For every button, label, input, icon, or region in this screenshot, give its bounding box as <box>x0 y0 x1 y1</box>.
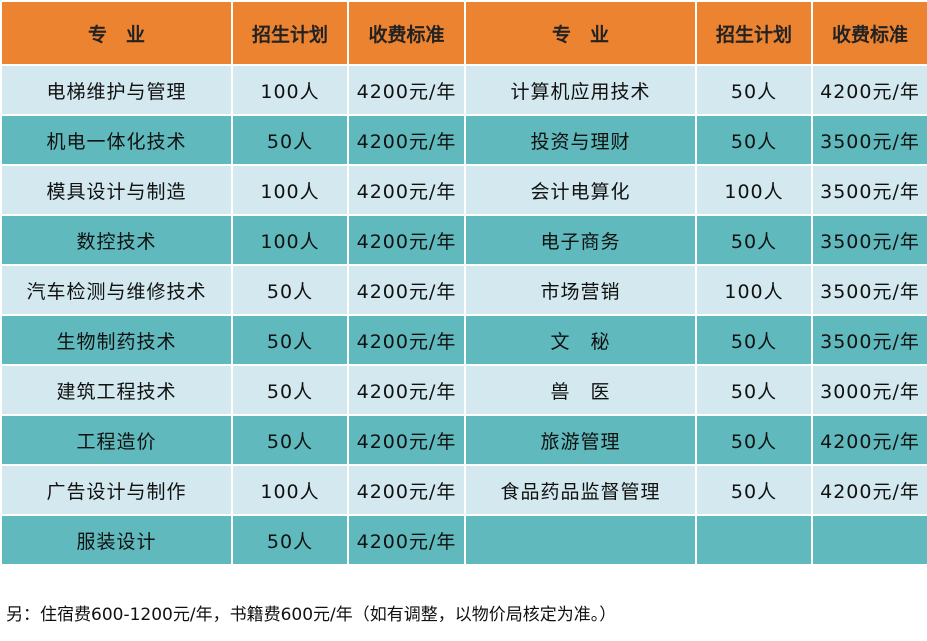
footnote: 另：住宿费600-1200元/年，书籍费600元/年（如有调整，以物价局核定为准… <box>6 605 617 625</box>
table-row: 广告设计与制作 100人 4200元/年 食品药品监督管理 50人 4200元/… <box>0 464 927 516</box>
plan-cell: 100人 <box>231 464 349 516</box>
header-fee-right: 收费标准 <box>811 0 927 66</box>
plan-cell <box>695 514 813 566</box>
plan-cell: 100人 <box>231 164 349 216</box>
major-cell: 建筑工程技术 <box>0 364 233 416</box>
table-row: 数控技术 100人 4200元/年 电子商务 50人 3500元/年 <box>0 214 927 266</box>
major-cell: 工程造价 <box>0 414 233 466</box>
fee-cell: 4200元/年 <box>347 314 466 366</box>
fee-cell: 3500元/年 <box>811 214 927 266</box>
fee-cell: 4200元/年 <box>347 64 466 116</box>
fee-cell: 4200元/年 <box>347 264 466 316</box>
plan-cell: 100人 <box>231 64 349 116</box>
table-header-row: 专 业 招生计划 收费标准 专 业 招生计划 收费标准 <box>0 0 927 66</box>
fee-cell: 3500元/年 <box>811 314 927 366</box>
plan-cell: 50人 <box>695 414 813 466</box>
plan-cell: 100人 <box>695 264 813 316</box>
major-cell <box>464 514 697 566</box>
header-fee-left: 收费标准 <box>347 0 466 66</box>
fee-cell: 4200元/年 <box>347 164 466 216</box>
major-cell: 汽车检测与维修技术 <box>0 264 233 316</box>
fee-cell <box>811 514 927 566</box>
plan-cell: 100人 <box>695 164 813 216</box>
fee-cell: 4200元/年 <box>347 364 466 416</box>
major-cell: 会计电算化 <box>464 164 697 216</box>
fee-cell: 3500元/年 <box>811 264 927 316</box>
plan-cell: 50人 <box>695 364 813 416</box>
fee-cell: 4200元/年 <box>347 414 466 466</box>
fee-cell: 4200元/年 <box>811 464 927 516</box>
plan-cell: 50人 <box>695 64 813 116</box>
plan-cell: 50人 <box>231 414 349 466</box>
fee-cell: 4200元/年 <box>811 64 927 116</box>
header-plan-right: 招生计划 <box>695 0 813 66</box>
fee-cell: 4200元/年 <box>347 214 466 266</box>
plan-cell: 50人 <box>695 314 813 366</box>
plan-cell: 50人 <box>231 364 349 416</box>
plan-cell: 50人 <box>231 264 349 316</box>
table-row: 工程造价 50人 4200元/年 旅游管理 50人 4200元/年 <box>0 414 927 466</box>
fee-cell: 4200元/年 <box>347 464 466 516</box>
plan-cell: 50人 <box>231 114 349 166</box>
major-cell: 投资与理财 <box>464 114 697 166</box>
header-major-left: 专 业 <box>0 0 233 66</box>
major-cell: 市场营销 <box>464 264 697 316</box>
major-cell: 旅游管理 <box>464 414 697 466</box>
table-row: 生物制药技术 50人 4200元/年 文 秘 50人 3500元/年 <box>0 314 927 366</box>
fee-cell: 4200元/年 <box>347 514 466 566</box>
major-cell: 食品药品监督管理 <box>464 464 697 516</box>
fee-cell: 3500元/年 <box>811 114 927 166</box>
plan-cell: 50人 <box>695 214 813 266</box>
major-cell: 广告设计与制作 <box>0 464 233 516</box>
table-row: 机电一体化技术 50人 4200元/年 投资与理财 50人 3500元/年 <box>0 114 927 166</box>
table-row: 电梯维护与管理 100人 4200元/年 计算机应用技术 50人 4200元/年 <box>0 64 927 116</box>
major-cell: 文 秘 <box>464 314 697 366</box>
plan-cell: 100人 <box>231 214 349 266</box>
plan-cell: 50人 <box>231 514 349 566</box>
fee-cell: 4200元/年 <box>347 114 466 166</box>
fee-cell: 4200元/年 <box>811 414 927 466</box>
major-cell: 机电一体化技术 <box>0 114 233 166</box>
table-row: 汽车检测与维修技术 50人 4200元/年 市场营销 100人 3500元/年 <box>0 264 927 316</box>
table-row: 建筑工程技术 50人 4200元/年 兽 医 50人 3000元/年 <box>0 364 927 416</box>
header-plan-left: 招生计划 <box>231 0 349 66</box>
major-cell: 生物制药技术 <box>0 314 233 366</box>
major-cell: 数控技术 <box>0 214 233 266</box>
table-row: 模具设计与制造 100人 4200元/年 会计电算化 100人 3500元/年 <box>0 164 927 216</box>
major-cell: 兽 医 <box>464 364 697 416</box>
plan-cell: 50人 <box>695 464 813 516</box>
major-cell: 计算机应用技术 <box>464 64 697 116</box>
header-major-right: 专 业 <box>464 0 697 66</box>
major-cell: 模具设计与制造 <box>0 164 233 216</box>
fee-cell: 3500元/年 <box>811 164 927 216</box>
major-cell: 电子商务 <box>464 214 697 266</box>
plan-cell: 50人 <box>231 314 349 366</box>
table-row: 服装设计 50人 4200元/年 <box>0 514 927 566</box>
major-cell: 服装设计 <box>0 514 233 566</box>
plan-cell: 50人 <box>695 114 813 166</box>
majors-fee-table: 专 业 招生计划 收费标准 专 业 招生计划 收费标准 电梯维护与管理 100人… <box>0 0 927 566</box>
fee-cell: 3000元/年 <box>811 364 927 416</box>
major-cell: 电梯维护与管理 <box>0 64 233 116</box>
